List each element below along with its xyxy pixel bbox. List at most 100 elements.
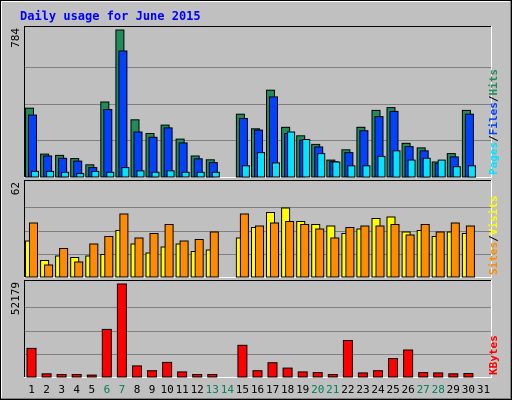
x-tick-label: 14 [221,383,235,396]
bar-pages-day-6 [106,171,115,178]
x-tick-label: 21 [326,383,339,396]
bar-kbytes-day-19 [297,371,308,378]
bar-pages-day-17 [272,162,280,178]
bar-sites-day-13 [209,231,219,278]
x-tick-label: 29 [447,383,460,396]
bar-kbytes-day-10 [162,361,173,378]
bar-kbytes-day-27 [418,372,429,378]
bar-kbytes-day-22 [342,340,353,378]
bar-files-day-9 [148,136,158,178]
bar-sites-day-22 [345,227,355,278]
bar-pages-day-5 [91,170,100,178]
bar-sites-day-12 [194,239,204,278]
bar-sites-day-21 [330,237,340,278]
x-tick-label: 20 [311,383,324,396]
bar-pages-day-18 [287,131,296,178]
bar-sites-day-27 [420,224,430,278]
chart-title: Daily usage for June 2015 [20,9,201,23]
series-legend-text: Pages/Files/Hits [487,69,500,175]
x-tick-label: 13 [206,383,219,396]
bar-pages-day-10 [166,170,175,178]
bar-sites-day-3 [59,248,69,278]
bar-sites-day-19 [300,224,310,278]
legend-part: Visits [487,196,500,236]
bar-sites-day-7 [119,213,129,278]
x-tick-label: 2 [43,383,50,396]
bar-sites-day-29 [450,222,460,278]
bar-kbytes-day-11 [177,371,188,378]
bar-files-day-7 [118,50,128,178]
bar-sites-day-15 [239,213,249,278]
bar-pages-day-12 [196,171,205,178]
legend-part: / [487,135,500,142]
bar-kbytes-day-20 [312,372,323,378]
x-tick-label: 18 [281,383,294,396]
legend-part: Sites [487,242,500,275]
panel-visits-sites: 62 Sites/Visits [9,180,500,278]
bar-sites-day-28 [435,231,445,278]
bar-sites-day-30 [465,225,475,278]
x-tick-label: 31 [477,383,490,396]
bar-kbytes-day-4 [71,374,82,378]
x-tick-label: 27 [417,383,430,396]
bar-kbytes-day-6 [101,328,112,378]
legend-part: KBytes [487,335,500,375]
bar-pages-day-27 [422,157,431,178]
bar-sites-day-23 [360,225,370,278]
bar-sites-day-8 [134,237,144,278]
x-tick-label: 10 [160,383,173,396]
bar-pages-day-23 [362,165,371,178]
legend-part: Pages [487,142,500,175]
bar-kbytes-day-12 [192,374,203,378]
series-kbytes [26,283,474,378]
series-legend-text: KBytes [487,335,500,375]
bar-files-day-10 [163,127,173,178]
bar-kbytes-day-13 [207,374,218,378]
bar-kbytes-day-17 [267,362,278,378]
bar-sites-day-11 [179,240,189,278]
x-tick-label: 17 [266,383,279,396]
bar-sites-day-1 [29,222,38,278]
bar-sites-day-20 [315,228,325,278]
x-tick-label: 7 [119,383,126,396]
x-tick-label: 6 [104,383,111,396]
bar-sites-day-26 [405,234,415,278]
x-tick-label: 1 [28,383,35,396]
bar-pages-day-26 [407,159,416,178]
x-tick-label: 22 [341,383,354,396]
bar-pages-day-11 [181,171,190,178]
bar-sites-day-9 [149,233,159,278]
bar-sites-day-16 [255,225,264,278]
bar-pages-day-21 [332,161,341,178]
x-tick-label: 23 [356,383,369,396]
bar-files-day-1 [28,114,37,178]
bar-kbytes-day-23 [357,372,368,378]
bar-pages-day-9 [151,171,160,178]
bar-kbytes-day-26 [403,349,414,378]
y-max-label: 52179 [9,282,22,315]
bar-sites-day-6 [104,236,114,278]
x-tick-label: 30 [462,383,475,396]
bar-kbytes-day-25 [388,358,398,378]
bar-kbytes-day-30 [463,373,474,378]
series-pages [31,131,476,178]
x-tick-label: 5 [88,383,95,396]
bar-pages-day-24 [377,155,386,178]
x-tick-label: 15 [236,383,249,396]
x-tick-label: 19 [296,383,309,396]
x-tick-label: 9 [149,383,156,396]
bar-pages-day-2 [46,170,55,178]
bar-sites-day-4 [74,261,84,278]
legend-part: / [487,95,500,102]
x-tick-label: 24 [371,383,385,396]
legend-part: / [487,235,500,242]
bar-pages-day-7 [121,167,130,178]
x-axis-labels: 1 2 3 4 5 6 7 8 9 10 11 12 13 14 15 16 17 18 19 20 21 22 23 24 2… [28,383,490,396]
chart-panels: 784Pages/Files/Hits62Sites/Visits52179KB… [9,26,500,378]
x-tick-label: 12 [191,383,204,396]
bar-sites-day-25 [390,224,400,278]
bar-pages-day-3 [61,171,70,178]
x-tick-label: 26 [401,383,414,396]
y-max-label: 62 [9,182,22,195]
